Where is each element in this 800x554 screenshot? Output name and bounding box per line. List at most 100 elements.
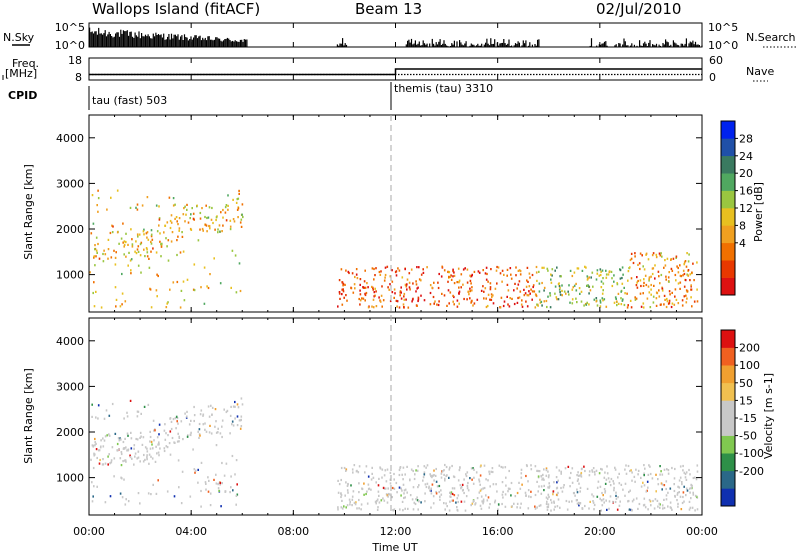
velocity-cell	[345, 469, 347, 472]
velocity-cell	[393, 472, 395, 476]
velocity-cell	[119, 437, 121, 440]
power-cell	[484, 287, 487, 290]
velocity-cell	[510, 481, 513, 485]
power-cell	[672, 257, 675, 260]
power-cell	[690, 284, 692, 287]
velocity-cell	[451, 464, 453, 468]
velocity-cell	[501, 493, 504, 496]
nsky-bar	[344, 43, 346, 47]
velocity-cell	[398, 473, 401, 477]
power-cell	[149, 288, 152, 291]
power-cell	[199, 211, 202, 215]
velocity-cell	[91, 481, 93, 484]
velocity-cell	[166, 490, 169, 493]
power-cell	[545, 299, 548, 303]
power-cell	[670, 305, 673, 309]
power-cell	[514, 282, 516, 285]
velocity-cell	[104, 501, 107, 504]
velocity-cell	[645, 490, 648, 493]
velocity-cell	[137, 492, 140, 495]
velocity-cell	[663, 484, 666, 487]
power-cell	[696, 261, 698, 264]
velocity-cell	[383, 487, 386, 490]
power-cell	[137, 245, 140, 248]
power-cell	[644, 274, 647, 277]
power-cell	[231, 249, 234, 252]
power-cell	[222, 224, 224, 227]
velocity-cell	[580, 471, 583, 475]
power-cell	[110, 256, 113, 259]
velocity-cell	[214, 425, 216, 428]
power-cell	[452, 294, 454, 297]
velocity-cell	[630, 469, 632, 472]
power-cell	[241, 203, 244, 206]
velocity-cell	[552, 493, 554, 496]
velocity-cell	[600, 467, 602, 471]
power-cell	[423, 299, 426, 302]
velocity-cell	[576, 491, 579, 494]
velocity-cell	[627, 499, 630, 503]
power-cell	[222, 208, 224, 212]
velocity-cell	[465, 473, 467, 476]
nsky-bar	[442, 43, 444, 47]
velocity-cell	[624, 494, 626, 497]
colorbar-tick-label: 16	[739, 185, 753, 198]
power-cell	[679, 281, 682, 284]
velocity-cell	[340, 506, 343, 509]
velocity-cell	[104, 435, 107, 438]
power-cell	[693, 300, 696, 303]
nsky-bar	[691, 42, 693, 47]
nsky-bar	[112, 37, 114, 47]
velocity-cell	[429, 473, 431, 476]
velocity-cell	[690, 486, 693, 489]
velocity-cell	[657, 483, 660, 486]
velocity-cell	[614, 466, 616, 469]
velocity-cell	[604, 471, 606, 474]
velocity-cell	[647, 473, 650, 476]
velocity-cell	[545, 474, 548, 477]
power-cell	[687, 274, 690, 277]
power-cell	[637, 263, 639, 266]
velocity-cell	[593, 470, 596, 474]
colorbar-swatch	[721, 365, 735, 384]
power-cell	[569, 301, 571, 304]
power-cell	[128, 251, 130, 254]
velocity-cell	[232, 424, 235, 427]
nsky-bar	[659, 45, 661, 47]
nsky-bar	[589, 45, 591, 47]
velocity-cell	[667, 469, 670, 472]
power-cell	[541, 304, 543, 307]
power-cell	[603, 298, 606, 301]
power-cell	[417, 298, 420, 301]
power-cell	[655, 256, 658, 259]
power-cell	[416, 287, 418, 290]
nsky-bar	[195, 35, 197, 47]
power-cell	[469, 274, 471, 277]
power-cell	[355, 273, 358, 276]
power-cell	[497, 266, 500, 269]
velocity-cell	[175, 427, 177, 430]
power-cell	[135, 252, 138, 255]
velocity-cell	[467, 481, 469, 485]
power-cell	[668, 271, 670, 274]
power-cell	[691, 271, 693, 274]
power-cell	[660, 252, 662, 255]
velocity-cell	[513, 502, 515, 505]
power-cell	[531, 273, 534, 277]
power-cell	[341, 288, 343, 291]
power-cell	[193, 263, 196, 266]
velocity-cell	[135, 437, 137, 441]
power-cell	[90, 232, 93, 235]
velocity-cell	[570, 471, 572, 475]
nsky-bar	[438, 41, 440, 47]
velocity-cell	[351, 498, 354, 501]
velocity-cell	[154, 429, 156, 432]
velocity-cell	[108, 433, 110, 436]
power-cell	[143, 248, 145, 251]
power-cell	[634, 252, 636, 255]
power-cell	[528, 272, 531, 275]
power-cell	[462, 268, 465, 271]
power-cell	[525, 285, 528, 288]
velocity-cell	[365, 492, 367, 496]
velocity-cell	[577, 474, 580, 477]
